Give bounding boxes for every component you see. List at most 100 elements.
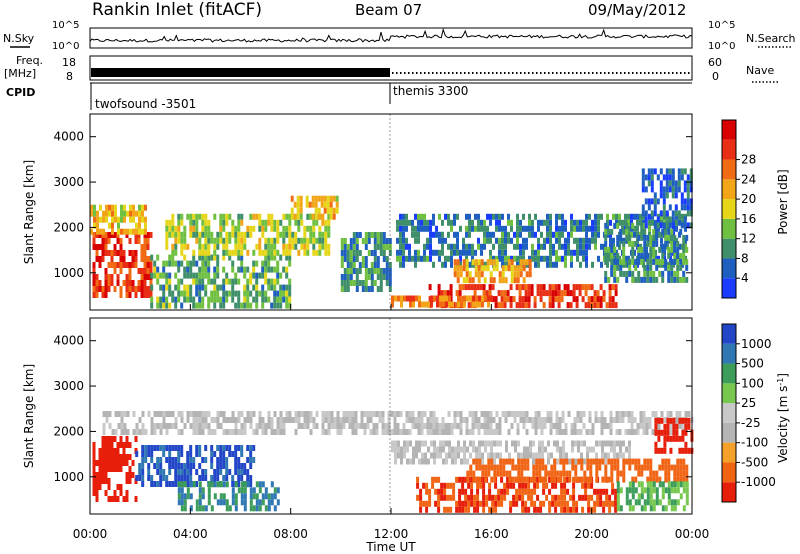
heatmap-cell	[448, 446, 451, 453]
heatmap-cell	[279, 417, 283, 423]
heatmap-cell	[107, 286, 111, 292]
heatmap-cell	[471, 411, 475, 417]
heatmap-cell	[303, 243, 307, 250]
heatmap-cell	[186, 272, 190, 279]
heatmap-cell	[467, 494, 471, 501]
heatmap-cell	[174, 237, 178, 244]
heatmap-cell	[597, 417, 601, 423]
heatmap-cell	[662, 204, 666, 211]
heatmap-cell	[500, 488, 504, 495]
heatmap-cell	[655, 476, 659, 483]
heatmap-cell	[340, 274, 344, 280]
heatmap-cell	[128, 478, 132, 484]
heatmap-cell	[222, 278, 226, 285]
heatmap-cell	[414, 255, 417, 262]
heatmap-cell	[207, 260, 211, 267]
heatmap-cell	[615, 417, 619, 423]
heatmap-cell	[583, 458, 586, 465]
heatmap-cell	[495, 265, 499, 272]
heatmap-cell	[402, 261, 405, 268]
heatmap-cell	[92, 484, 96, 490]
heatmap-cell	[273, 225, 277, 232]
heatmap-cell	[637, 270, 641, 277]
heatmap-cell	[132, 228, 135, 235]
heatmap-cell	[564, 243, 567, 250]
heatmap-cell	[424, 458, 427, 465]
heatmap-cell	[171, 463, 175, 469]
heatmap-cell	[261, 423, 265, 429]
heatmap-cell	[479, 500, 483, 507]
heatmap-cell	[122, 256, 126, 262]
heatmap-cell	[364, 238, 368, 244]
heatmap-cell	[493, 440, 496, 447]
heatmap-cell	[482, 488, 486, 495]
heatmap-cell	[219, 284, 223, 291]
heatmap-cell	[524, 302, 528, 309]
heatmap-cell	[511, 440, 514, 447]
heatmap-cell	[489, 213, 492, 220]
heatmap-cell	[201, 225, 205, 232]
heatmap-cell	[144, 204, 147, 211]
heatmap-cell	[471, 417, 475, 423]
heatmap-cell	[273, 249, 277, 256]
heatmap-cell	[379, 268, 383, 274]
heatmap-cell	[174, 231, 178, 238]
heatmap-cell	[408, 249, 411, 256]
heatmap-cell	[652, 246, 656, 253]
colorbar-frame	[721, 119, 737, 299]
heatmap-cell	[551, 296, 555, 303]
heatmap-cell	[547, 458, 550, 465]
heatmap-cell	[648, 213, 651, 220]
heatmap-cell	[637, 481, 641, 488]
heatmap-cell	[628, 487, 632, 494]
heatmap-cell	[333, 423, 337, 429]
heatmap-cell	[671, 174, 675, 181]
heatmap-cell	[616, 487, 620, 494]
heatmap-cell	[501, 243, 504, 250]
heatmap-cell	[237, 237, 241, 244]
heatmap-cell	[261, 260, 265, 267]
heatmap-cell	[243, 290, 247, 297]
heatmap-cell	[661, 246, 665, 253]
heatmap-cell	[183, 243, 187, 250]
heatmap-cell	[129, 204, 132, 211]
heatmap-cell	[213, 266, 217, 273]
heatmap-cell	[521, 302, 525, 309]
heatmap-cell	[455, 476, 459, 483]
heatmap-cell	[258, 249, 262, 256]
heatmap-cell	[318, 225, 322, 232]
heatmap-cell	[507, 411, 511, 417]
x-tick-label: 12:00	[374, 527, 409, 541]
heatmap-cell	[541, 452, 544, 459]
heatmap-cell	[222, 249, 226, 256]
heatmap-cell	[679, 481, 683, 488]
heatmap-cell	[441, 237, 444, 244]
heatmap-cell	[134, 496, 138, 502]
heatmap-cell	[396, 249, 399, 256]
heatmap-cell	[294, 429, 298, 435]
heatmap-cell	[165, 219, 169, 226]
heatmap-cell	[189, 481, 193, 488]
heatmap-cell	[125, 280, 129, 286]
heatmap-cell	[652, 487, 656, 494]
heatmap-cell	[613, 452, 616, 459]
heatmap-cell	[110, 280, 114, 286]
heatmap-cell	[219, 499, 223, 506]
heatmap-cell	[150, 481, 154, 487]
heatmap-cell	[603, 423, 607, 429]
heatmap-cell	[633, 249, 636, 256]
heatmap-cell	[116, 448, 120, 454]
heatmap-cell	[324, 243, 328, 250]
heatmap-cell	[680, 192, 684, 199]
heatmap-cell	[561, 243, 564, 250]
heatmap-cell	[204, 423, 208, 429]
heatmap-cell	[610, 252, 614, 259]
heatmap-cell	[411, 423, 415, 429]
heatmap-cell	[487, 452, 490, 459]
heatmap-cell	[687, 411, 691, 417]
heatmap-cell	[633, 225, 636, 232]
heatmap-cell	[614, 500, 618, 507]
heatmap-cell	[402, 429, 406, 435]
heatmap-cell	[240, 219, 244, 226]
heatmap-cell	[631, 487, 635, 494]
